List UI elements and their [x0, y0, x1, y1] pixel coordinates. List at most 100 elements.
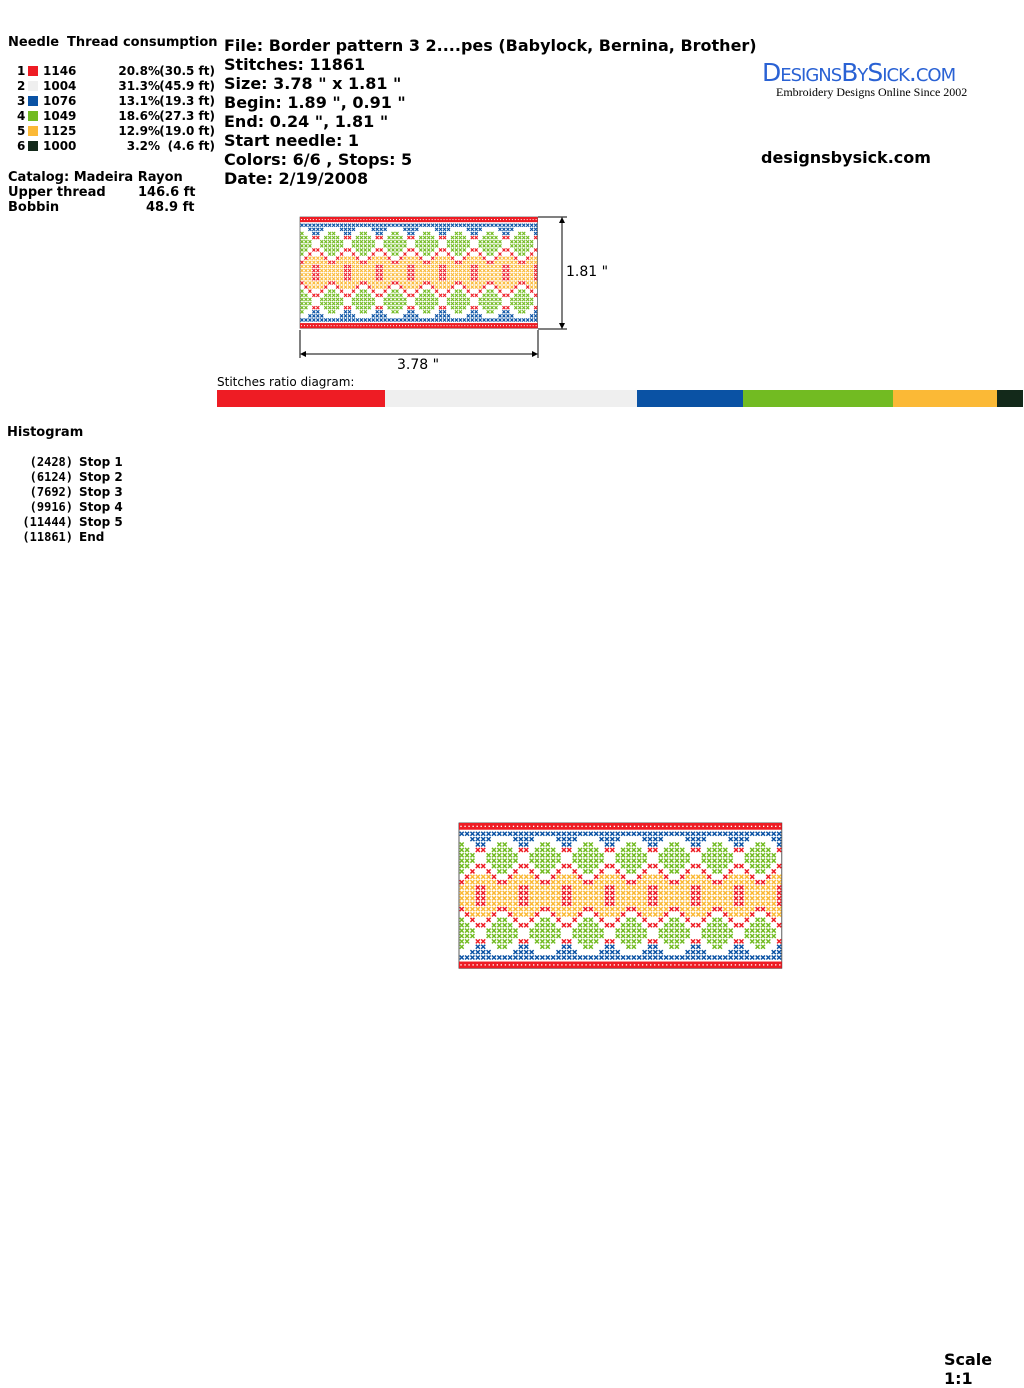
- upper-thread-value: 146.6 ft: [138, 185, 196, 200]
- cross-stitch: [561, 906, 567, 912]
- cross-stitch: [458, 248, 463, 252]
- cross-stitch: [438, 285, 443, 289]
- cross-stitch: [647, 906, 653, 912]
- cross-stitch: [647, 895, 653, 901]
- cross-stitch: [738, 944, 744, 950]
- cross-stitch: [529, 852, 535, 858]
- cross-stitch: [363, 252, 368, 257]
- cross-stitch: [652, 906, 658, 912]
- scale-label: Scale 1:1: [944, 1350, 993, 1388]
- cross-stitch: [502, 847, 508, 853]
- cross-stitch: [521, 268, 526, 273]
- cross-stitch: [486, 933, 492, 939]
- cross-stitch: [466, 297, 471, 302]
- cross-stitch: [339, 223, 344, 228]
- cross-stitch: [555, 928, 562, 934]
- cross-stitch: [577, 938, 583, 944]
- cross-stitch: [464, 863, 470, 869]
- cross-stitch: [588, 906, 594, 912]
- cross-stitch: [351, 252, 356, 257]
- cross-stitch: [738, 954, 744, 961]
- cross-stitch: [410, 260, 415, 265]
- cross-stitch: [359, 297, 364, 302]
- cross-stitch: [722, 847, 728, 853]
- cross-stitch: [749, 863, 755, 869]
- cross-stitch: [323, 305, 328, 310]
- cross-stitch: [521, 252, 526, 257]
- cross-stitch: [706, 874, 712, 880]
- cross-stitch: [323, 264, 328, 269]
- cross-stitch: [359, 231, 364, 236]
- cross-stitch: [533, 305, 538, 310]
- cross-stitch: [300, 268, 304, 273]
- cross-stitch: [506, 235, 510, 240]
- cross-stitch: [438, 256, 443, 261]
- cross-stitch: [300, 309, 304, 314]
- logo-title: DesignsBySick.com: [762, 58, 956, 87]
- cross-stitch: [609, 949, 615, 955]
- cross-stitch: [609, 906, 615, 912]
- cross-stitch: [685, 911, 691, 918]
- cross-stitch: [744, 836, 750, 842]
- cross-stitch: [679, 879, 685, 885]
- cross-stitch: [523, 863, 529, 869]
- cross-stitch: [323, 272, 328, 277]
- cross-stitch: [474, 293, 479, 298]
- cross-stitch: [506, 318, 510, 322]
- cross-stitch: [486, 831, 492, 837]
- cross-stitch: [347, 280, 352, 285]
- cross-stitch: [367, 260, 372, 265]
- cross-stitch: [496, 895, 502, 901]
- cross-stitch: [311, 248, 316, 252]
- cross-stitch: [502, 280, 506, 285]
- cross-stitch: [636, 911, 642, 918]
- cross-stitch: [438, 235, 443, 240]
- cross-stitch: [422, 231, 427, 236]
- cross-stitch: [755, 895, 761, 901]
- cross-stitch: [647, 831, 653, 837]
- cross-stitch: [418, 280, 423, 285]
- cross-stitch: [478, 301, 483, 306]
- cross-stitch: [642, 954, 648, 961]
- cross-stitch: [470, 305, 475, 310]
- cross-stitch: [512, 885, 519, 891]
- cross-stitch: [722, 906, 728, 912]
- cross-stitch: [478, 313, 483, 318]
- cross-stitch: [300, 293, 304, 298]
- cross-stitch: [478, 227, 483, 232]
- cross-stitch: [744, 906, 750, 912]
- cross-stitch: [615, 911, 621, 918]
- cross-stitch: [717, 847, 723, 853]
- cross-stitch: [355, 248, 360, 252]
- cross-stitch: [403, 239, 407, 244]
- cross-stitch: [760, 863, 766, 869]
- cross-stitch: [422, 268, 427, 273]
- cross-stitch: [367, 285, 372, 289]
- cross-stitch: [474, 260, 479, 265]
- cross-stitch: [679, 911, 685, 918]
- cross-stitch: [582, 868, 588, 874]
- cross-stitch: [482, 268, 487, 273]
- cross-stitch: [625, 841, 632, 848]
- ratio-segment: [743, 390, 894, 407]
- cross-stitch: [426, 223, 431, 228]
- color-swatch: [28, 141, 38, 151]
- cross-stitch: [418, 301, 423, 306]
- cross-stitch: [512, 836, 519, 842]
- cross-stitch: [701, 901, 707, 907]
- cross-stitch: [771, 906, 777, 912]
- cross-stitch: [776, 885, 782, 891]
- cross-stitch: [464, 831, 470, 837]
- cross-stitch: [712, 895, 718, 901]
- cross-stitch: [679, 874, 685, 880]
- cross-stitch: [749, 885, 755, 891]
- site-url[interactable]: designsbysick.com: [761, 148, 931, 167]
- cross-stitch: [658, 836, 664, 842]
- cross-stitch: [593, 831, 599, 837]
- cross-stitch: [379, 272, 384, 277]
- cross-stitch: [482, 239, 487, 244]
- cross-stitch: [738, 938, 744, 944]
- cross-stitch: [363, 239, 368, 244]
- stop-label: Stop 4: [79, 500, 123, 514]
- cross-stitch: [717, 890, 723, 896]
